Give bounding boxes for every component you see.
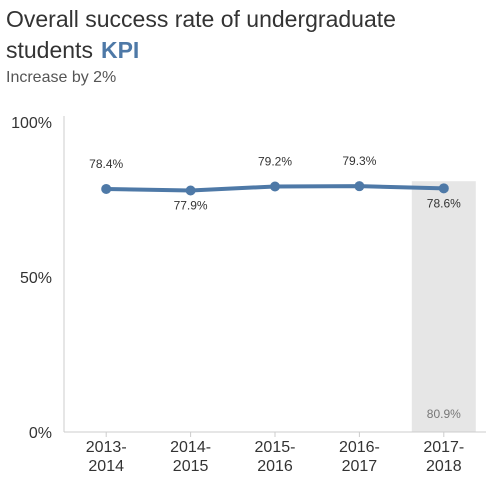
data-label: 78.6% bbox=[427, 196, 461, 210]
data-point bbox=[101, 183, 112, 194]
kpi-badge: KPI bbox=[100, 37, 140, 63]
x-tick-label: 2015- bbox=[255, 439, 296, 456]
data-point bbox=[185, 185, 196, 196]
x-tick-label: 2014- bbox=[170, 439, 211, 456]
data-label: 78.4% bbox=[89, 157, 123, 171]
data-label: 77.9% bbox=[174, 199, 208, 213]
x-tick-label: 2013- bbox=[86, 439, 127, 456]
y-tick-label: 50% bbox=[20, 270, 52, 287]
data-point bbox=[438, 183, 449, 194]
chart-title-text: Overall success rate of undergraduate st… bbox=[6, 6, 396, 63]
y-tick-label: 100% bbox=[11, 115, 52, 132]
data-point bbox=[354, 181, 365, 192]
data-point bbox=[270, 181, 280, 192]
target-label: 80.9% bbox=[427, 407, 461, 421]
x-tick-label: 2018 bbox=[426, 458, 462, 475]
x-tick-label: 2015 bbox=[173, 458, 209, 475]
x-tick-label: 2016 bbox=[257, 458, 293, 475]
y-tick-label: 0% bbox=[29, 425, 52, 442]
x-tick-label: 2017- bbox=[423, 439, 464, 456]
x-tick-label: 2016- bbox=[339, 439, 380, 456]
x-tick-label: 2017 bbox=[342, 458, 378, 475]
target-band bbox=[411, 181, 476, 432]
chart-subtitle: Increase by 2% bbox=[6, 69, 117, 86]
x-tick-label: 2014 bbox=[88, 458, 124, 475]
chart-title: Overall success rate of undergraduate st… bbox=[6, 4, 476, 66]
data-label: 79.2% bbox=[258, 154, 292, 168]
data-label: 79.3% bbox=[342, 154, 376, 168]
